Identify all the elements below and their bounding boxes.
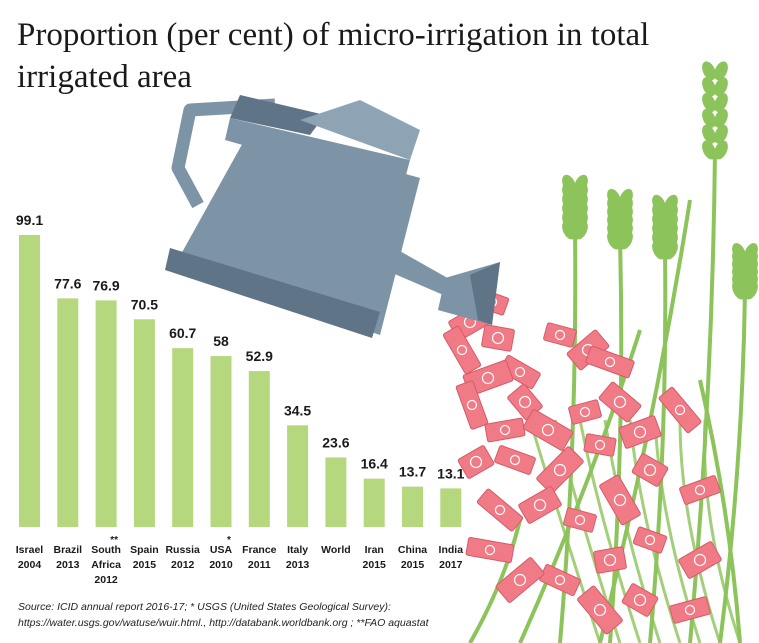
category-label: 2012 (94, 574, 118, 586)
bar-south (95, 300, 117, 527)
bar-italy (287, 425, 309, 527)
value-label: 99.1 (16, 212, 43, 228)
bar-china (402, 486, 423, 527)
category-label: 2013 (286, 559, 310, 571)
bar-india (440, 488, 462, 527)
category-label: Russia (165, 544, 200, 556)
value-label: 77.6 (54, 275, 81, 291)
value-label: 58 (213, 333, 229, 349)
wheat-illustration (468, 61, 758, 643)
category-label: USA (210, 544, 233, 556)
category-label: Israel (16, 544, 44, 556)
chart-title-line-2: irrigated area (17, 59, 192, 95)
chart-title-line-1: Proportion (per cent) of micro-irrigatio… (17, 17, 650, 53)
bar-spain (133, 319, 155, 527)
value-label: 70.5 (131, 296, 158, 312)
value-label: 76.9 (92, 277, 119, 293)
value-label: 23.6 (322, 434, 349, 450)
source-line-1: Source: ICID annual report 2016-17; * US… (18, 601, 391, 613)
category-label: 2017 (439, 559, 463, 571)
bar-israel (19, 235, 40, 527)
bar-usa (210, 356, 232, 527)
category-label: Iran (365, 544, 384, 556)
category-label: 2013 (56, 559, 80, 571)
category-label: 2012 (171, 559, 195, 571)
bar-brazil (57, 298, 79, 527)
footnote-marker: * (227, 535, 231, 546)
category-label: 2015 (401, 559, 425, 571)
chart-title: Proportion (per cent) of micro-irrigatio… (17, 14, 717, 98)
bar-world (325, 457, 347, 527)
category-label: South (91, 544, 121, 556)
bars-group: 99.1 Israel 2004 77.6 Brazil 2013 76.9 South Afr… (16, 212, 465, 586)
value-label: 60.7 (169, 325, 196, 341)
category-label: 2015 (133, 559, 157, 571)
category-label: 2010 (209, 559, 233, 571)
category-label: India (439, 544, 464, 556)
value-label: 52.9 (246, 348, 273, 364)
category-label: 2015 (363, 559, 387, 571)
source-note: Source: ICID annual report 2016-17; * US… (18, 599, 438, 631)
category-label: 2004 (18, 559, 42, 571)
category-label: Spain (130, 544, 159, 556)
category-label: World (321, 544, 351, 556)
value-label: 16.4 (361, 456, 388, 472)
category-label: 2011 (248, 559, 271, 571)
bar-france (248, 371, 270, 527)
bar-russia (172, 348, 194, 527)
category-label: China (398, 544, 427, 556)
value-label: 13.7 (399, 464, 426, 480)
watering-can-icon (165, 95, 500, 338)
category-label: Brazil (54, 544, 83, 556)
source-line-2: https://water.usgs.gov/watuse/wuir.html.… (18, 617, 429, 629)
value-label: 34.5 (284, 402, 311, 418)
category-label: Africa (91, 559, 121, 571)
category-label: Italy (287, 544, 308, 556)
footnote-marker: ** (110, 535, 118, 546)
value-label: 13.1 (437, 465, 464, 481)
category-label: France (242, 544, 277, 556)
bar-iran (363, 478, 385, 527)
